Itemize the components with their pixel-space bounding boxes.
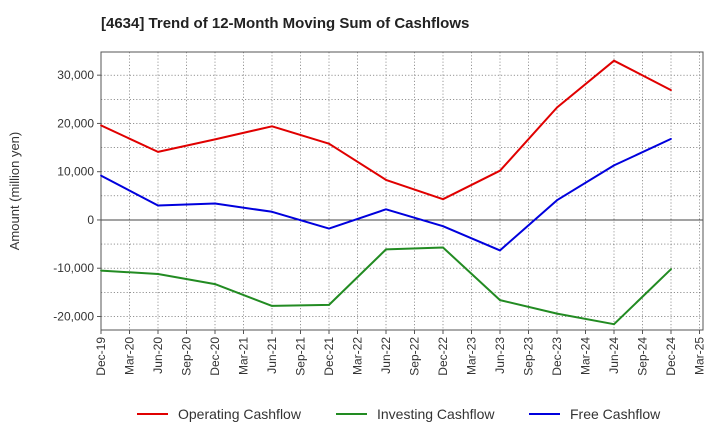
investing-cashflow-point (499, 299, 501, 301)
operating-cashflow-point (271, 125, 273, 128)
x-tick-label: Jun-24 (607, 337, 621, 374)
x-tick-label: Dec-23 (550, 337, 564, 376)
operating-cashflow-point (100, 124, 102, 127)
operating-cashflow-point (613, 59, 615, 62)
free-cashflow-point (499, 249, 501, 252)
investing-cashflow-point (613, 323, 615, 326)
x-tick-label: Mar-25 (693, 337, 707, 375)
operating-cashflow-point (442, 198, 444, 201)
x-tick-label: Mar-21 (237, 337, 251, 375)
free-cashflow-point (442, 225, 444, 228)
investing-cashflow-point (100, 269, 102, 272)
investing-cashflow-point (556, 312, 558, 315)
x-tick-label: Sep-22 (408, 337, 422, 376)
investing-cashflow-point (271, 304, 273, 307)
x-axis: Dec-19 Mar-20 Jun-20 Sep-20 Dec-20 Mar-21 Jun-… (94, 330, 707, 376)
y-tick-label: 30,000 (57, 68, 94, 82)
operating-cashflow-point (385, 178, 387, 181)
x-tick-label: Mar-24 (579, 337, 593, 375)
free-cashflow-point (328, 227, 330, 230)
grid (100, 52, 703, 330)
legend-label: Investing Cashflow (377, 406, 495, 422)
y-tick-label: -10,000 (53, 261, 94, 275)
free-cashflow-line (100, 137, 672, 252)
x-tick-label: Dec-24 (664, 337, 678, 376)
x-tick-label: Jun-21 (265, 337, 279, 374)
free-cashflow-point (670, 137, 672, 140)
y-axis-title: Amount (million yen) (7, 132, 22, 251)
y-tick-label: 20,000 (57, 116, 94, 130)
free-cashflow-point (157, 204, 159, 207)
free-cashflow-point (385, 208, 387, 211)
y-tick-label: -20,000 (53, 309, 94, 323)
y-tick-label: 10,000 (57, 165, 94, 179)
investing-cashflow-point (328, 304, 330, 306)
investing-cashflow-point (214, 283, 216, 286)
investing-cashflow-point (442, 246, 444, 249)
x-tick-label: Mar-23 (465, 337, 479, 375)
operating-cashflow-point (670, 89, 672, 92)
free-cashflow-point (271, 210, 273, 213)
y-tick-label: 0 (87, 213, 94, 227)
operating-cashflow-point (157, 151, 159, 153)
operating-cashflow-point (556, 106, 558, 109)
x-tick-label: Dec-21 (322, 337, 336, 376)
series-layer (100, 59, 672, 326)
x-tick-label: Jun-22 (379, 337, 393, 374)
operating-cashflow-point (328, 142, 330, 145)
investing-cashflow-point (385, 248, 387, 251)
free-cashflow-point (556, 199, 558, 202)
legend-label: Free Cashflow (570, 406, 661, 422)
legend-item-investing-cashflow: Investing Cashflow (336, 406, 495, 422)
x-tick-label: Mar-20 (123, 337, 137, 375)
legend-item-operating-cashflow: Operating Cashflow (137, 406, 302, 422)
x-tick-label: Sep-23 (522, 337, 536, 376)
chart-title: [4634] Trend of 12-Month Moving Sum of C… (101, 15, 470, 32)
x-tick-label: Dec-19 (94, 337, 108, 376)
plot-area (100, 51, 704, 331)
x-tick-label: Dec-22 (436, 337, 450, 376)
x-tick-label: Dec-20 (208, 337, 222, 376)
investing-cashflow-point (157, 273, 159, 275)
operating-cashflow-point (214, 138, 216, 141)
x-tick-label: Sep-20 (180, 337, 194, 376)
x-tick-label: Jun-23 (493, 337, 507, 374)
x-tick-label: Jun-20 (151, 337, 165, 374)
investing-cashflow-point (670, 268, 672, 271)
legend-label: Operating Cashflow (178, 406, 302, 422)
legend: Operating Cashflow Investing Cashflow Free… (137, 406, 661, 422)
y-axis: -20,000 -10,000 0 10,000 20,000 30,000 (53, 68, 101, 323)
operating-cashflow-point (499, 169, 501, 172)
x-tick-label: Mar-22 (351, 337, 365, 375)
x-tick-label: Sep-21 (294, 337, 308, 376)
free-cashflow-point (613, 164, 615, 167)
free-cashflow-point (100, 174, 102, 177)
legend-item-free-cashflow: Free Cashflow (529, 406, 661, 422)
x-tick-label: Sep-24 (636, 337, 650, 376)
free-cashflow-point (214, 202, 216, 205)
